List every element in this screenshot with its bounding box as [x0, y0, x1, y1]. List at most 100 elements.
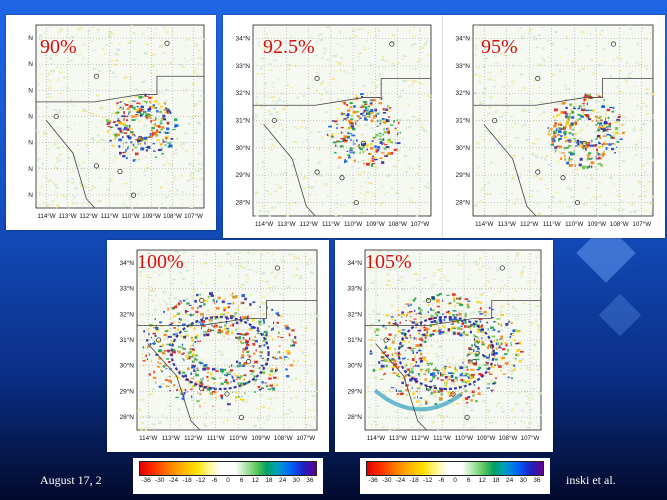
- colorbar-tick: -6: [438, 477, 445, 484]
- city-marker: [156, 337, 162, 343]
- lon-tick-label: 113°W: [162, 435, 180, 442]
- city-marker: [117, 168, 123, 174]
- colorbar-tick: 24: [505, 477, 514, 484]
- lat-tick-label: 28°N: [119, 413, 134, 421]
- colorbar-right: -36 -30 -24 -18 -12 -6 0 6 12 18 24 30 36: [360, 458, 550, 494]
- lon-tick-label: 108°W: [499, 435, 518, 442]
- lon-tick-label: 110°W: [565, 221, 583, 228]
- city-marker: [93, 73, 100, 79]
- map-grid: [365, 250, 541, 430]
- map-grid: [253, 25, 431, 216]
- lat-tick-label: 32°N: [347, 310, 362, 318]
- lat-tick-label: 30°N: [455, 144, 470, 152]
- lat-tick-label: 32°N: [119, 310, 134, 318]
- lon-tick-label: 110°W: [344, 221, 362, 228]
- lat-tick-label: N: [28, 166, 33, 173]
- lat-tick-label: N: [28, 114, 33, 121]
- panel-label: 105%: [365, 251, 412, 273]
- colorbar-strip: [366, 461, 544, 476]
- lon-tick-label: 112°W: [184, 435, 202, 442]
- footer-author: inski et al.: [566, 473, 616, 487]
- colorbar-strip: [139, 461, 317, 476]
- colorbar-tick: -24: [395, 477, 406, 484]
- map-panel: 34°N 33°N 32°N 31°N 30°N 29°N 28°N 114°W 113°W 11…: [443, 15, 665, 238]
- colorbar-tick-labels: -36 -30 -24 -18 -12 -6 0 6 12 18 24 30 36: [366, 476, 544, 485]
- city-marker: [389, 41, 395, 47]
- lon-tick-label: 109°W: [587, 221, 606, 228]
- colorbar-tick: 0: [226, 477, 230, 484]
- lat-tick-label: 31°N: [235, 117, 250, 125]
- colorbar-tick: -6: [211, 477, 218, 484]
- colorbar-tick: -12: [423, 477, 433, 484]
- city-marker: [464, 414, 470, 420]
- panel-label: 92.5%: [263, 36, 315, 58]
- lon-tick-label: 110°W: [455, 435, 473, 442]
- lon-tick-label: 108°W: [388, 221, 407, 228]
- lon-tick-label: 111°W: [101, 213, 119, 220]
- lat-tick-label: 29°N: [119, 387, 134, 395]
- lat-tick-label: 28°N: [235, 198, 250, 206]
- lon-tick-label: 111°W: [207, 435, 225, 442]
- colorbar-tick: 6: [466, 477, 471, 484]
- colorbar-tick: -36: [368, 477, 378, 484]
- colorbar-tick: -18: [182, 477, 192, 484]
- lon-tick-label: 109°W: [251, 435, 270, 442]
- colorbar-tick: -30: [382, 477, 392, 484]
- lon-tick-label: 112°W: [411, 435, 429, 442]
- colorbar-tick: 36: [306, 477, 314, 484]
- city-marker: [93, 163, 100, 169]
- lon-tick-label: 113°W: [389, 435, 407, 442]
- lat-tick-label: 34°N: [235, 35, 250, 43]
- border-lines: [473, 78, 653, 217]
- lon-tick-label: 112°W: [79, 213, 97, 220]
- map-grid: [36, 25, 204, 208]
- city-marker: [199, 297, 205, 303]
- lon-tick-label: 108°W: [163, 213, 182, 220]
- lon-tick-label: 114°W: [37, 213, 55, 220]
- lat-tick-label: 29°N: [347, 387, 362, 395]
- colorbar-tick: -18: [409, 477, 419, 484]
- city-marker: [499, 265, 505, 271]
- footer-date: August 17, 2: [40, 473, 102, 487]
- lon-tick-label: 111°W: [322, 221, 340, 228]
- colorbar-tick-labels: -36 -30 -24 -18 -12 -6 0 6 12 18 24 30 36: [139, 476, 317, 485]
- panel-label: 95%: [481, 36, 518, 58]
- map-svg: 34°N 33°N 32°N 31°N 30°N 29°N 28°N 114°W 113°W 11…: [347, 249, 543, 442]
- lat-tick-label: 31°N: [347, 336, 362, 344]
- lat-tick-label: 30°N: [235, 144, 250, 152]
- border-lines: [137, 300, 317, 431]
- city-marker: [339, 175, 345, 181]
- lat-tick-label: N: [28, 192, 33, 199]
- map-svg: N N N N N N N 114°W 113°W 112°W 111°W 110°W 109°W 108…: [28, 24, 207, 220]
- colorbar-tick: 30: [292, 477, 300, 484]
- city-marker: [560, 175, 566, 181]
- lon-tick-label: 107°W: [411, 221, 430, 228]
- lon-tick-label: 114°W: [367, 435, 385, 442]
- city-marker: [471, 359, 477, 365]
- lon-tick-label: 112°W: [520, 221, 538, 228]
- lat-tick-label: N: [28, 140, 33, 147]
- lon-tick-label: 111°W: [543, 221, 561, 228]
- lat-tick-label: 28°N: [347, 413, 362, 421]
- lon-tick-label: 108°W: [274, 435, 293, 442]
- border-lines: [253, 78, 431, 217]
- map-panel: 34°N 33°N 32°N 31°N 30°N 29°N 28°N 114°W 113°W 11…: [107, 240, 329, 452]
- map-svg: 34°N 33°N 32°N 31°N 30°N 29°N 28°N 114°W 113°W 11…: [119, 249, 320, 442]
- lat-tick-label: 32°N: [455, 89, 470, 97]
- colorbar-tick: 0: [453, 477, 457, 484]
- city-marker: [314, 169, 320, 175]
- panel-label: 90%: [40, 36, 77, 58]
- colorbar-left: -36 -30 -24 -18 -12 -6 0 6 12 18 24 30 36: [133, 458, 323, 494]
- city-marker: [574, 200, 580, 206]
- lon-tick-label: 107°W: [521, 435, 540, 442]
- colorbar-tick: 12: [251, 477, 259, 484]
- lon-tick-label: 112°W: [300, 221, 318, 228]
- city-marker: [535, 169, 541, 175]
- map-panel: N N N N N N N 114°W 113°W 112°W 111°W 110°W 109°W 108…: [6, 15, 216, 230]
- colorbar-tick: 18: [265, 477, 273, 484]
- city-marker: [360, 140, 366, 146]
- colorbar-tick: 36: [533, 477, 541, 484]
- lat-tick-label: N: [28, 61, 33, 68]
- colorbar-tick: 6: [239, 477, 244, 484]
- lon-tick-label: 109°W: [366, 221, 385, 228]
